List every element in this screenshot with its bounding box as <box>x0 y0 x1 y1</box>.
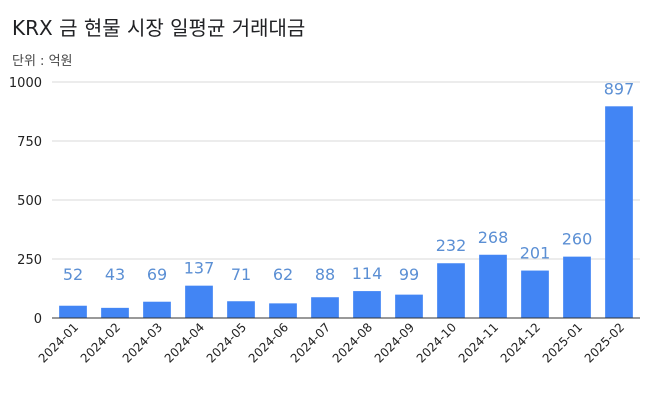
y-tick-label: 1000 <box>9 76 42 91</box>
bar <box>143 301 171 318</box>
bar <box>227 301 255 318</box>
data-label: 69 <box>147 265 167 284</box>
unit-label: 단위 : 억원 <box>12 54 73 69</box>
x-tick-label: 2024-01 <box>36 320 81 365</box>
data-label: 260 <box>562 230 593 249</box>
x-tick-label: 2024-03 <box>120 320 165 365</box>
data-label: 52 <box>63 265 83 284</box>
data-label: 99 <box>399 265 419 284</box>
x-tick-label: 2024-06 <box>246 320 291 365</box>
bar <box>437 263 465 318</box>
y-tick-label: 500 <box>17 194 42 209</box>
bar <box>479 254 507 318</box>
bar <box>563 256 591 318</box>
bar <box>353 291 381 318</box>
x-tick-label: 2024-05 <box>204 320 249 365</box>
x-tick-label: 2024-02 <box>78 320 123 365</box>
data-label: 201 <box>520 244 551 263</box>
bar <box>269 303 297 318</box>
y-tick-label: 0 <box>34 312 42 327</box>
bar <box>395 294 423 318</box>
data-label: 62 <box>273 265 293 284</box>
bar <box>311 297 339 318</box>
bar <box>185 285 213 318</box>
data-label: 71 <box>231 265 251 284</box>
x-tick-label: 2025-01 <box>540 320 585 365</box>
data-label: 114 <box>352 264 383 283</box>
x-tick-label: 2024-08 <box>330 320 375 365</box>
bar <box>521 270 549 318</box>
x-tick-label: 2024-11 <box>456 320 501 365</box>
data-label: 137 <box>184 259 215 278</box>
data-label: 268 <box>478 228 509 247</box>
bar <box>59 305 87 318</box>
bar <box>101 307 129 318</box>
data-label: 897 <box>604 79 635 98</box>
x-tick-label: 2025-02 <box>582 320 627 365</box>
chart-title: KRX 금 현물 시장 일평균 거래대금 <box>12 16 306 40</box>
y-tick-label: 250 <box>17 253 42 268</box>
x-tick-label: 2024-10 <box>414 320 459 365</box>
bar <box>605 106 633 318</box>
data-label: 232 <box>436 236 467 255</box>
x-tick-label: 2024-07 <box>288 320 333 365</box>
x-tick-label: 2024-12 <box>498 320 543 365</box>
x-tick-label: 2024-09 <box>372 320 417 365</box>
x-tick-label: 2024-04 <box>162 320 207 365</box>
data-label: 88 <box>315 265 335 284</box>
data-label: 43 <box>105 265 125 284</box>
y-tick-label: 750 <box>17 135 42 150</box>
